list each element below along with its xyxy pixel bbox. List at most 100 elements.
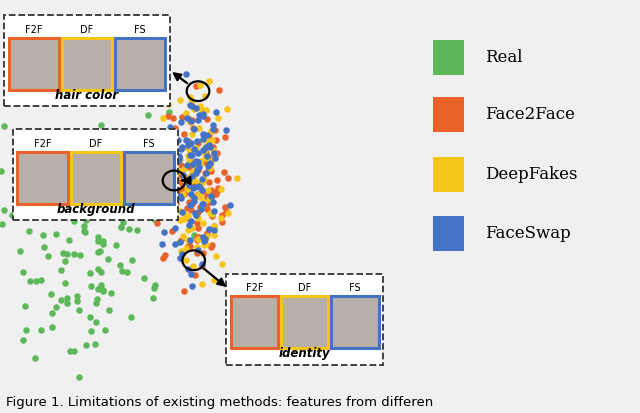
Point [211,253,221,260]
Point [0,123,9,129]
Point [36,327,46,334]
Point [61,294,72,301]
Point [198,111,208,117]
Point [118,184,128,191]
Point [193,225,204,231]
Point [175,156,185,162]
Point [179,166,189,172]
Point [125,314,136,321]
Point [163,180,173,187]
Point [172,158,182,164]
Point [51,71,61,78]
Point [157,241,167,247]
Text: DF: DF [89,139,102,149]
Point [146,185,156,191]
Point [200,170,210,176]
Point [207,211,217,218]
Point [181,161,191,168]
Point [178,233,188,240]
Point [186,178,196,184]
Point [175,216,186,223]
Point [207,137,218,143]
Bar [281,297,328,349]
Point [97,149,108,155]
Point [186,190,196,197]
Point [127,256,137,263]
Point [196,105,206,112]
Point [115,261,125,268]
Point [86,328,97,335]
Point [177,209,188,215]
Point [58,249,68,256]
Point [81,342,91,348]
Point [205,160,216,167]
Point [102,256,113,262]
Point [210,154,220,161]
Point [188,161,198,167]
Point [209,225,219,231]
Point [193,236,203,242]
Point [186,217,196,224]
Point [184,242,194,249]
Point [39,244,49,250]
Point [166,204,177,211]
Bar [230,297,278,349]
Point [81,217,91,224]
Point [69,152,79,159]
Point [51,231,61,237]
Point [201,107,211,114]
Point [193,209,203,216]
Point [95,122,106,128]
Point [187,282,197,289]
Point [175,254,185,261]
Point [204,195,214,202]
Point [28,135,38,142]
Point [193,179,203,186]
Point [104,306,114,313]
Point [217,261,227,268]
Point [184,182,195,188]
Point [195,158,205,164]
Point [189,162,199,169]
Point [179,191,189,197]
Point [182,115,192,122]
Point [20,26,31,32]
Point [48,164,58,171]
Point [184,176,195,182]
Point [208,126,218,132]
Point [200,143,210,150]
Point [170,225,180,231]
Point [164,191,175,198]
Point [90,319,100,326]
Point [176,146,186,152]
Point [72,292,83,299]
Point [205,187,216,194]
Point [86,386,96,393]
Point [201,169,211,176]
Point [207,242,217,248]
Point [99,327,109,334]
Point [205,165,215,171]
Point [165,124,175,131]
Point [150,170,161,176]
Point [54,180,64,187]
Point [164,196,174,202]
Point [208,147,218,153]
Point [42,205,52,212]
Point [163,169,173,175]
Bar [115,38,165,90]
Point [188,145,198,152]
Point [0,221,7,227]
Point [17,337,28,344]
Point [93,249,103,255]
Point [176,188,186,195]
Point [114,205,124,212]
Bar [433,97,464,132]
Point [60,258,70,264]
Point [85,270,95,276]
Point [208,122,218,128]
Point [212,185,223,192]
Point [176,248,186,255]
Point [68,250,79,257]
Point [202,233,212,239]
